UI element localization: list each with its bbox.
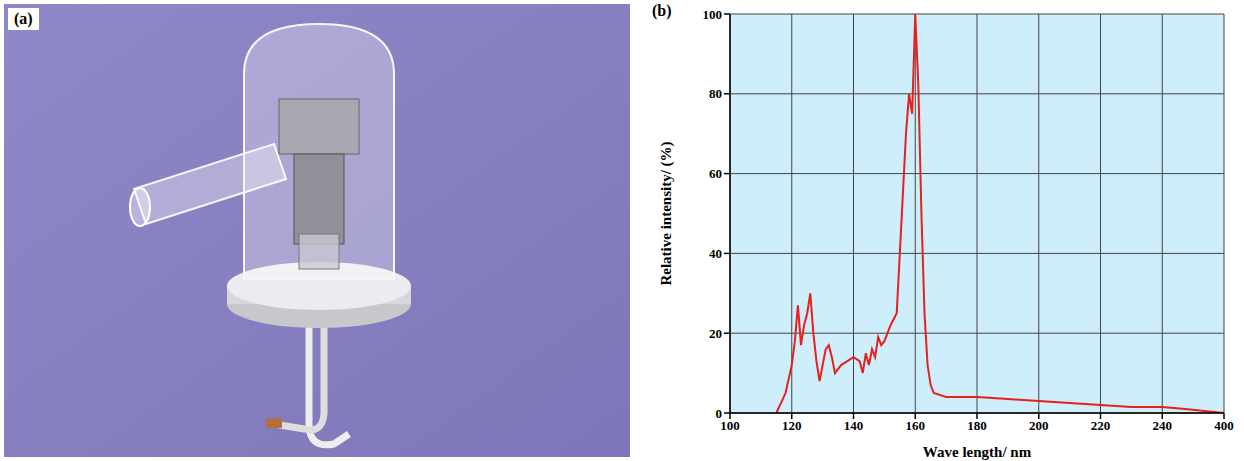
svg-text:140: 140 bbox=[844, 418, 864, 433]
html-text:(a): (a) bbox=[14, 10, 33, 27]
svg-text:120: 120 bbox=[782, 418, 802, 433]
svg-text:160: 160 bbox=[906, 418, 926, 433]
svg-text:220: 220 bbox=[1091, 418, 1111, 433]
svg-text:100: 100 bbox=[703, 7, 723, 22]
svg-text:240: 240 bbox=[1153, 418, 1173, 433]
svg-text:200: 200 bbox=[1029, 418, 1049, 433]
svg-text:0: 0 bbox=[716, 406, 723, 421]
svg-text:20: 20 bbox=[709, 326, 722, 341]
svg-text:180: 180 bbox=[967, 418, 987, 433]
svg-text:Wave length/ nm: Wave length/ nm bbox=[923, 444, 1032, 460]
svg-text:40: 40 bbox=[709, 246, 722, 261]
html-text:(b): (b) bbox=[652, 2, 672, 19]
svg-text:Relative intensity/ (%): Relative intensity/ (%) bbox=[658, 141, 675, 285]
svg-text:60: 60 bbox=[709, 166, 722, 181]
svg-text:80: 80 bbox=[709, 86, 722, 101]
svg-text:100: 100 bbox=[720, 418, 740, 433]
svg-text:400: 400 bbox=[1214, 418, 1234, 433]
